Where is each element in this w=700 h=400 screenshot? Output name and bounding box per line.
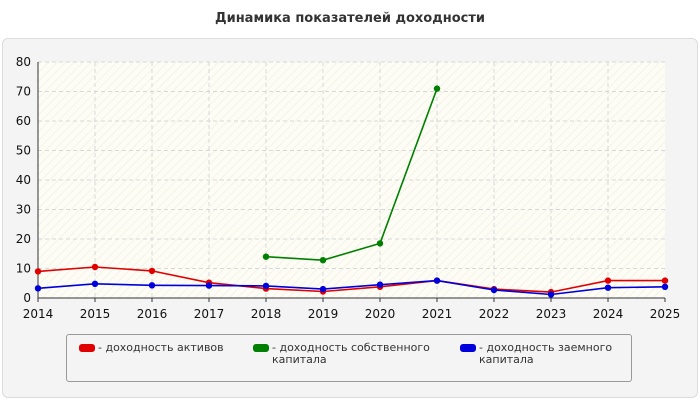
series-line-2	[37, 279, 666, 296]
data-point-2	[547, 291, 555, 298]
x-tick-label: 2020	[365, 307, 396, 321]
x-tick-label: 2014	[23, 307, 54, 321]
data-point-1	[376, 240, 384, 247]
legend-swatch-debt	[460, 344, 476, 352]
data-point-2	[376, 281, 384, 288]
y-tick-label: 60	[16, 114, 31, 128]
legend: - доходность активов - доходность собств…	[66, 334, 632, 382]
series-group	[34, 85, 669, 298]
x-tick-label: 2019	[308, 307, 339, 321]
data-point-1	[262, 253, 270, 260]
x-tick-label: 2021	[422, 307, 453, 321]
x-tick-label: 2018	[251, 307, 282, 321]
series-line-1	[265, 88, 438, 262]
data-point-0	[34, 268, 42, 275]
legend-label-debt: - доходность заемного капитала	[479, 341, 613, 366]
data-point-2	[148, 282, 156, 289]
data-point-2	[91, 280, 99, 287]
x-tick-label: 2025	[650, 307, 681, 321]
data-point-2	[433, 277, 441, 284]
series-line-0	[37, 266, 665, 293]
y-tick-label: 0	[23, 291, 31, 305]
x-tick-label: 2023	[536, 307, 567, 321]
data-point-2	[661, 283, 669, 290]
y-tick-label: 20	[16, 232, 31, 246]
y-tick-label: 30	[16, 203, 31, 217]
legend-swatch-assets	[79, 344, 95, 352]
data-point-2	[262, 282, 270, 290]
y-tick-label: 70	[16, 85, 31, 99]
data-point-1	[319, 257, 327, 264]
x-tick-label: 2017	[194, 307, 225, 321]
legend-swatch-equity	[253, 344, 269, 352]
legend-label-equity: - доходность собственного капитала	[272, 341, 430, 366]
chart-title: Динамика показателей доходности	[215, 11, 485, 26]
data-point-2	[319, 285, 327, 293]
y-tick-label: 10	[16, 262, 31, 276]
x-tick-label: 2016	[137, 307, 168, 321]
data-point-0	[91, 263, 99, 271]
plot-area	[38, 62, 665, 298]
x-tick-label: 2024	[593, 307, 624, 321]
x-tick-label: 2015	[80, 307, 111, 321]
y-tick-label: 40	[16, 173, 31, 187]
axes: 0 10 20 30 40 50 60 70 80 2014 2015 2016 2017 2018 201…	[16, 55, 681, 321]
data-point-2	[490, 286, 498, 294]
legend-label-assets: - доходность активов	[98, 341, 224, 354]
x-tick-label: 2022	[479, 307, 510, 321]
data-point-0	[604, 277, 612, 284]
data-point-1	[433, 85, 441, 92]
data-point-0	[661, 277, 669, 284]
data-point-2	[34, 285, 42, 292]
data-point-0	[148, 267, 156, 275]
data-point-2	[205, 282, 213, 289]
data-point-2	[604, 284, 612, 291]
y-tick-label: 50	[16, 144, 31, 158]
y-tick-label: 80	[16, 55, 31, 69]
